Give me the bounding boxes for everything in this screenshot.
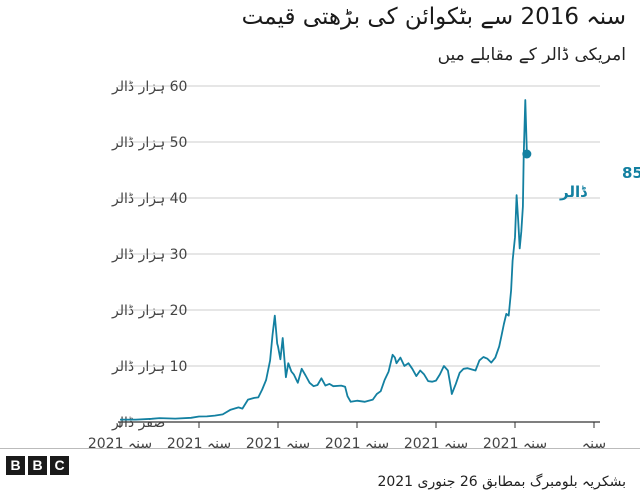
x-tick-label: سنہ [582,436,606,448]
x-tick-label: 2021 سنہ [88,436,152,448]
y-tick-label: 10 ہزار ڈالر [111,359,187,375]
y-tick-label: 20 ہزار ڈالر [111,303,187,319]
logo-letter: B [6,456,25,475]
y-tick-label: 40 ہزار ڈالر [111,191,187,207]
x-tick-label: 2021 سنہ [404,436,468,448]
chart-title: سنہ 2016 سے بٹکوائن کی بڑھتی قیمت [241,4,626,30]
chart-subtitle: امریکی ڈالر کے مقابلے میں [437,45,626,65]
y-tick-label: 30 ہزار ڈالر [111,247,187,263]
source-note: بشکریہ بلومبرگ بمطابق 26 جنوری 2021 [377,474,626,490]
logo-letter: B [28,456,47,475]
price-line [120,99,528,421]
latest-price-marker [522,149,532,159]
footer-divider [0,448,640,449]
bbc-logo: B B C [6,456,69,475]
x-tick-label: 2021 سنہ [246,436,310,448]
logo-letter: C [50,456,69,475]
x-tick-label: 2021 سنہ [483,436,547,448]
y-tick-label: 60 ہزار ڈالر [111,79,187,95]
y-tick-label: 50 ہزار ڈالر [111,135,187,151]
latest-price-unit-label: ڈالر [559,183,588,201]
bitcoin-price-chart: صفر ڈالر 10 ہزار ڈالر 20 ہزار ڈالر 30 ہزار … [88,79,640,448]
x-tick-label: 2021 سنہ [325,436,389,448]
x-tick-label: 2021 سنہ [167,436,231,448]
latest-price-label: 47 ہزار 858 [622,164,640,182]
y-tick-label: صفر ڈالر [111,415,165,431]
